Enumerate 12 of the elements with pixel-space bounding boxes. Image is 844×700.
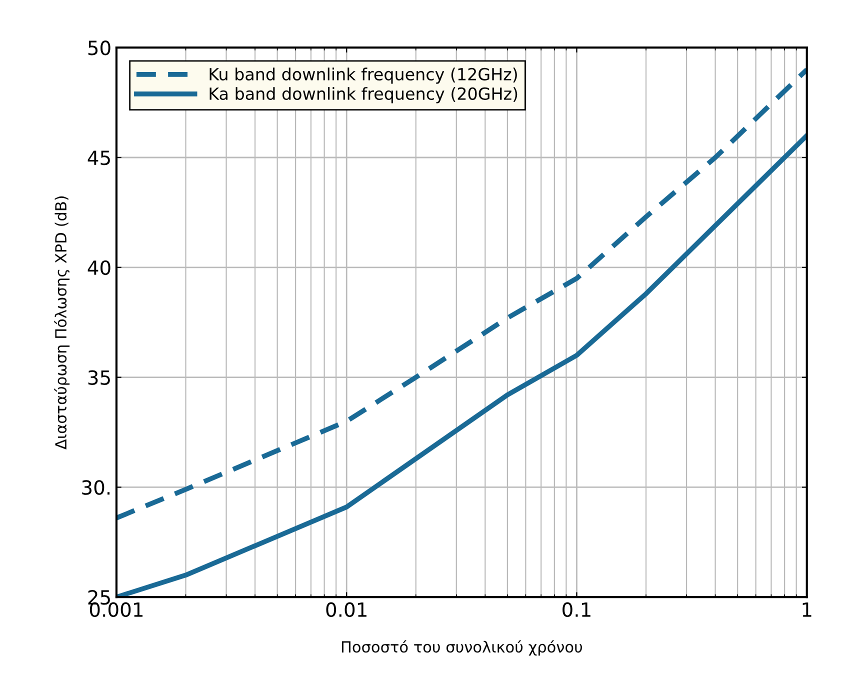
x-tick-label: 0.01 (326, 602, 366, 618)
y-tick-label: 35 (88, 370, 110, 385)
legend-label: Ku band downlink frequency (12GHz) (210, 68, 517, 84)
y-tick-label: 45 (88, 150, 110, 166)
legend-label: Ka band downlink frequency (20GHz) (210, 87, 518, 104)
y-tick-label: 50 (88, 40, 110, 56)
y-tick-label: 40 (88, 260, 110, 276)
y-axis-title: Διασταύρωση Πόλωσης XPD (dB) (54, 196, 70, 450)
y-tick-label: 30. (82, 480, 110, 495)
x-tick-label: 0.1 (562, 602, 590, 618)
x-tick-label: 1 (802, 602, 812, 617)
x-axis-title: Ποσοστό του συνολικού χρόνου (342, 640, 582, 656)
